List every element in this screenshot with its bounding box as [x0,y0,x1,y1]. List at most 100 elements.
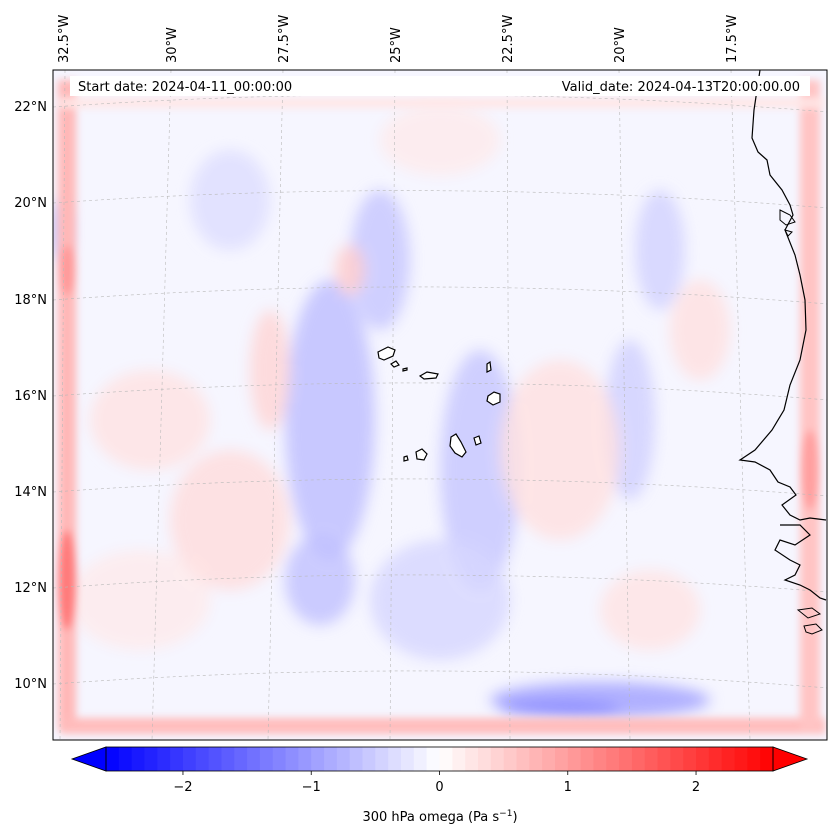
meridian [730,70,751,740]
meridian [506,70,511,740]
omega-blob [335,245,365,295]
colorbar-tick-label: 2 [692,780,700,795]
parallel [53,94,827,113]
latitude-labels: 22°N 20°N 18°N 16°N 14°N 12°N 10°N [14,100,47,692]
colorbar-segment [362,747,376,771]
colorbar-segment [311,747,325,771]
colorbar-segment [542,747,556,771]
colorbar-segment [401,747,415,771]
colorbar: −2 −1 0 1 2 300 hPa omega (Pa s−1) [70,746,809,825]
omega-blob [500,360,620,540]
colorbar-segment [349,747,364,771]
lon-label: 17.5°W [725,15,740,63]
valid-date-label: Valid_date: 2024-04-13T20:00:00.00 [562,80,800,95]
lat-label: 12°N [14,581,47,596]
omega-blob [170,450,290,590]
colorbar-segment [221,747,235,771]
colorbar-segment [157,747,171,771]
colorbar-segment [375,747,389,771]
header-band [70,76,810,96]
colorbar-segment [696,747,710,771]
meridian [389,70,396,740]
omega-blob [635,190,685,310]
colorbar-segment [683,747,697,771]
coastline [738,70,827,601]
lon-label: 22.5°W [501,15,516,63]
colorbar-segment [593,747,607,771]
colorbar-segment [567,747,582,771]
right-boundary-band [800,80,820,730]
colorbar-segment [760,747,774,771]
omega-blob [350,190,410,330]
island-santo-antao [377,346,396,361]
left-boundary-peak [59,245,75,295]
omega-blob [285,535,355,625]
colorbar-segment [619,747,633,771]
bottom-boundary-band [60,718,825,734]
longitude-labels: 32.5°W 30°W 27.5°W 25°W 22.5°W 20°W 17.5… [57,15,740,63]
colorbar-segment [452,747,466,771]
lat-label: 18°N [14,293,47,308]
omega-blob [90,370,210,470]
island-sao-nicolau [418,371,439,380]
colorbar-segment [465,747,479,771]
island-santa-luzia [402,367,408,372]
island-fogo [415,448,428,461]
parallel [53,478,827,497]
meridian [151,70,172,740]
island-maio [473,435,482,446]
colorbar-ticks: −2 −1 0 1 2 [173,771,700,795]
left-boundary-peak [58,530,76,630]
island-brava [403,455,409,462]
colorbar-segment [285,747,300,771]
colorbar-max-extension [772,746,809,772]
colorbar-segment [182,747,197,771]
island-sao-vicente [390,360,400,368]
colorbar-tick-label: 0 [435,780,443,795]
parallel [53,382,827,401]
colorbar-segment [670,747,684,771]
island-santiago [449,433,467,458]
colorbar-min-extension [70,746,107,772]
omega-blob [500,700,620,716]
parallel [53,574,827,593]
colorbar-segment [170,747,184,771]
colorbar-segment [554,747,569,771]
lat-label: 22°N [14,100,47,115]
colorbar-segment [490,747,505,771]
colorbar-label-text: 300 hPa omega (Pa s [362,810,499,825]
island-sal [486,360,492,373]
omega-blob [440,350,520,590]
colorbar-label: 300 hPa omega (Pa s−1) [362,809,517,825]
parallel [53,190,827,209]
colorbar-tick-label: 1 [564,780,572,795]
lat-label: 16°N [14,389,47,404]
parallel [53,286,827,305]
colorbar-segment [529,747,543,771]
colorbar-segment [631,747,646,771]
colorbar-segment [247,747,261,771]
colorbar-segment [131,747,146,771]
coastline [779,209,823,635]
lon-label: 27.5°W [277,15,292,63]
omega-blob [370,540,510,660]
colorbar-segment [644,747,659,771]
meridian [267,70,284,740]
lon-label: 30°W [165,27,180,63]
colorbar-segment [324,747,338,771]
omega-blob [600,570,700,650]
omega-blob [380,105,500,175]
lon-label: 20°W [613,27,628,63]
lat-label: 20°N [14,196,47,211]
colorbar-label-suffix: ) [512,810,517,825]
lon-label: 25°W [389,27,404,63]
colorbar-segment [426,747,441,771]
colorbar-segment [234,747,248,771]
colorbar-segment [503,747,518,771]
colorbar-segment [336,747,351,771]
colorbar-segment [144,747,158,771]
colorbar-segment [208,747,223,771]
omega-blob [285,280,375,560]
parallel [53,670,827,689]
